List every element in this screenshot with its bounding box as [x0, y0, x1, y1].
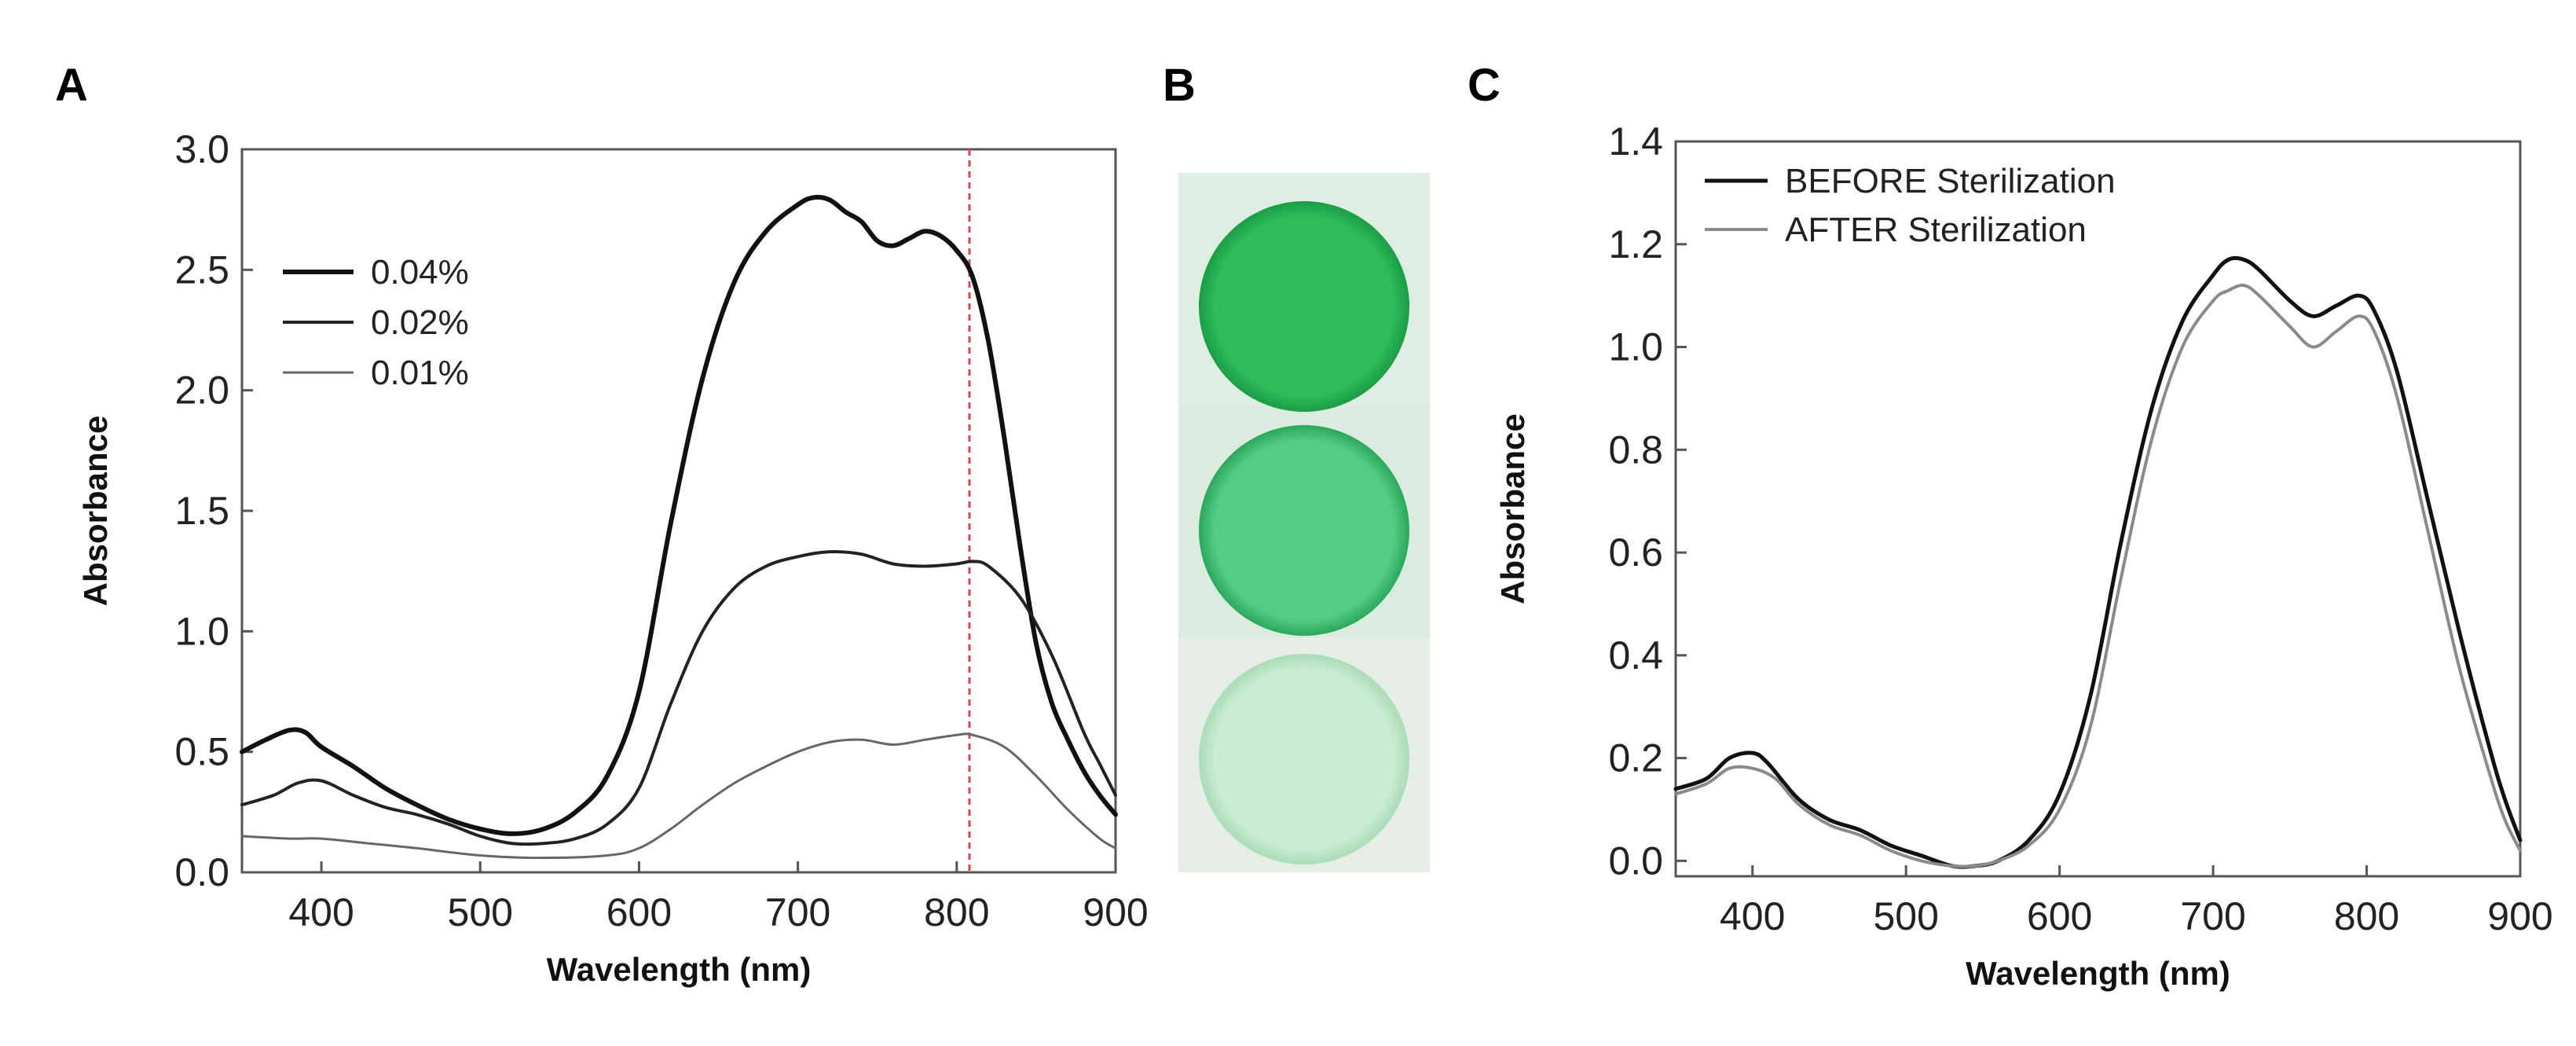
- x-tick-label: 800: [2334, 894, 2399, 938]
- well-photo: [1178, 173, 1430, 872]
- x-tick-label: 400: [1720, 894, 1785, 938]
- x-tick-label: 900: [1083, 890, 1148, 934]
- y-tick-label: 2.5: [174, 248, 229, 292]
- x-tick-label: 700: [765, 890, 830, 934]
- y-tick-label: 0.4: [1608, 633, 1663, 677]
- y-tick-label: 0.0: [174, 850, 229, 894]
- well-low-concentration: [1199, 654, 1409, 864]
- x-axis-label: Wavelength (nm): [1966, 955, 2230, 992]
- x-tick-label: 500: [1873, 894, 1938, 938]
- series-line-0-04: [240, 194, 1118, 836]
- y-tick-label: 1.0: [174, 609, 229, 653]
- series-line-0-02: [240, 549, 1117, 846]
- legend-label: AFTER Sterilization: [1785, 211, 2087, 249]
- chart-c: 400 500 600 700 800 900 0.0 0.2 0.4 0.6 0.8 1.0 1.2 1…: [1494, 119, 2553, 992]
- plot-frame: [1674, 140, 2522, 878]
- panel-letter-b: B: [1163, 60, 1196, 111]
- y-tick-label: 0.2: [1608, 736, 1663, 780]
- y-tick-label: 3.0: [174, 127, 229, 171]
- series-line-after-sterilization: [1674, 283, 2522, 868]
- panel-letter-a: A: [55, 60, 88, 111]
- x-tick-label: 700: [2180, 894, 2245, 938]
- y-tick-label: 1.0: [1608, 325, 1663, 369]
- y-tick-label: 2.0: [174, 369, 229, 413]
- x-tick-label: 900: [2487, 894, 2552, 938]
- chart-a: 400 500 600 700 800 900 0.0 0.5 1.0 1.5 2.0 2.5 3.0 W…: [77, 127, 1149, 988]
- y-tick-label: 0.6: [1608, 530, 1663, 574]
- legend-label: 0.02%: [371, 303, 469, 342]
- series-line-before-sterilization: [1673, 255, 2523, 869]
- legend-label: BEFORE Sterilization: [1785, 162, 2116, 200]
- y-tick-label: 1.4: [1608, 119, 1663, 163]
- y-tick-label: 0.8: [1608, 428, 1663, 472]
- legend-label: 0.01%: [371, 354, 469, 392]
- x-tick-label: 600: [606, 890, 672, 934]
- y-tick-label: 1.2: [1608, 222, 1663, 266]
- y-axis-label: Absorbance: [77, 416, 114, 607]
- x-tick-label: 500: [448, 890, 513, 934]
- y-axis-label: Absorbance: [1494, 413, 1531, 604]
- series-line-0-01: [240, 732, 1117, 860]
- panel-letter-c: C: [1468, 60, 1501, 111]
- y-tick-label: 0.5: [174, 730, 229, 774]
- well-medium-concentration: [1199, 425, 1409, 636]
- y-tick-label: 0.0: [1608, 839, 1663, 883]
- legend-label: 0.04%: [371, 253, 469, 292]
- well-high-concentration: [1199, 201, 1409, 412]
- x-tick-label: 400: [288, 890, 354, 934]
- x-tick-label: 600: [2027, 894, 2092, 938]
- x-axis-label: Wavelength (nm): [547, 951, 812, 988]
- y-tick-label: 1.5: [174, 489, 229, 533]
- x-tick-label: 800: [924, 890, 989, 934]
